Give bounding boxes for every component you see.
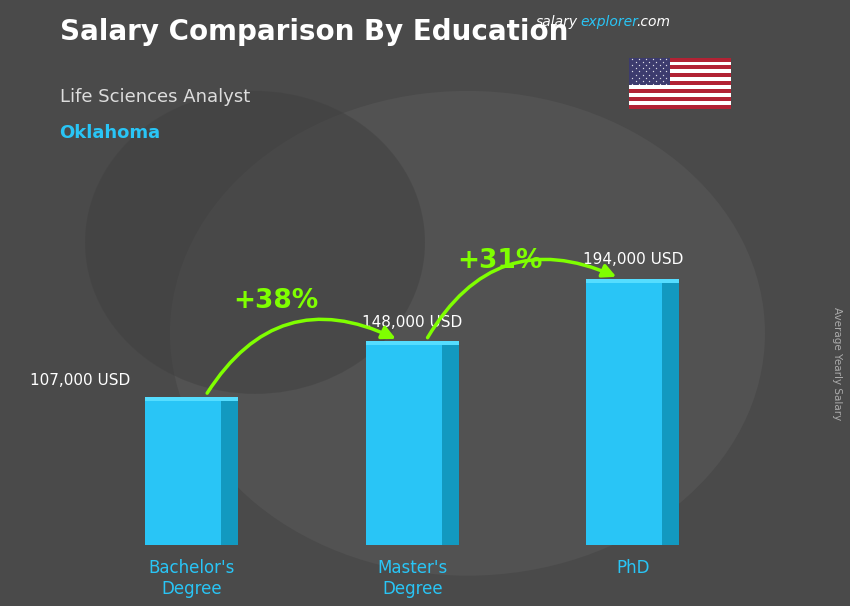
Polygon shape	[145, 397, 238, 401]
Text: Oklahoma: Oklahoma	[60, 124, 161, 142]
Bar	[221, 401, 238, 545]
Bar	[629, 65, 731, 70]
Bar	[662, 283, 679, 545]
Bar	[629, 58, 670, 85]
Text: +38%: +38%	[233, 288, 318, 314]
Bar	[586, 283, 662, 545]
Ellipse shape	[85, 91, 425, 394]
Bar	[629, 62, 731, 65]
Text: +31%: +31%	[458, 248, 543, 275]
Text: 107,000 USD: 107,000 USD	[30, 373, 130, 388]
Bar	[629, 85, 731, 89]
Bar	[629, 101, 731, 105]
Bar	[629, 58, 731, 62]
Bar	[629, 105, 731, 109]
Text: Salary Comparison By Education: Salary Comparison By Education	[60, 18, 568, 46]
Bar	[629, 93, 731, 97]
Bar	[629, 81, 731, 85]
Text: 148,000 USD: 148,000 USD	[362, 315, 462, 330]
Ellipse shape	[170, 91, 765, 576]
Text: salary: salary	[536, 15, 578, 29]
Text: Life Sciences Analyst: Life Sciences Analyst	[60, 88, 250, 106]
Bar	[629, 78, 731, 81]
Bar	[366, 345, 442, 545]
Bar	[145, 401, 221, 545]
Bar	[442, 345, 458, 545]
Polygon shape	[366, 341, 458, 345]
Bar	[629, 89, 731, 93]
Text: explorer: explorer	[581, 15, 638, 29]
Bar	[629, 73, 731, 78]
Text: Average Yearly Salary: Average Yearly Salary	[832, 307, 842, 420]
Text: .com: .com	[636, 15, 670, 29]
Bar	[629, 70, 731, 73]
Bar	[629, 97, 731, 101]
Text: 194,000 USD: 194,000 USD	[582, 253, 683, 267]
Polygon shape	[586, 279, 679, 283]
